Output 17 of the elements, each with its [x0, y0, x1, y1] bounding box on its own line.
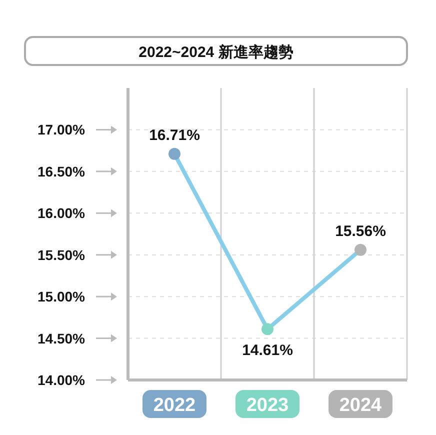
- y-tick-label: 15.00%: [38, 288, 86, 305]
- data-label: 15.56%: [335, 222, 386, 240]
- y-tick-label: 16.50%: [38, 163, 86, 180]
- y-tick-label: 16.00%: [38, 205, 86, 222]
- y-tick-label: 17.00%: [38, 122, 86, 138]
- x-tick-label: 2024: [339, 395, 382, 416]
- y-tick-label: 14.00%: [38, 372, 86, 388]
- point: [168, 148, 180, 160]
- y-tick-label: 14.50%: [38, 330, 86, 346]
- x-tick-label: 2023: [246, 395, 289, 416]
- point: [262, 323, 274, 336]
- data-label: 16.71%: [149, 126, 200, 144]
- chart-title: 2022~2024 新進率趨勢: [138, 43, 294, 61]
- y-tick-label: 15.50%: [38, 246, 86, 263]
- data-label: 14.61%: [242, 342, 293, 360]
- point: [354, 244, 366, 256]
- x-tick-label: 2022: [153, 395, 196, 416]
